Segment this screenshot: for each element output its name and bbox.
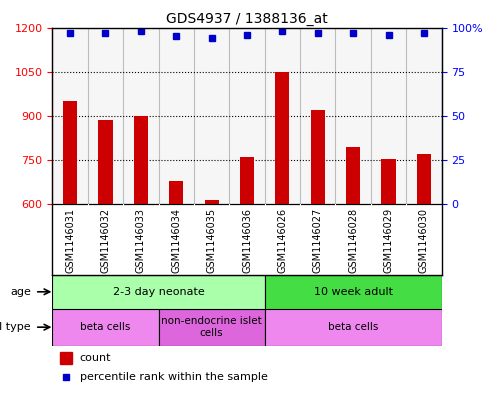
Text: count: count: [80, 353, 111, 363]
Bar: [417, 154, 431, 204]
Text: age: age: [10, 287, 31, 297]
Text: GSM1146029: GSM1146029: [384, 208, 394, 273]
Text: GSM1146027: GSM1146027: [313, 208, 323, 273]
Text: GSM1146036: GSM1146036: [242, 208, 252, 273]
Bar: [264, 28, 300, 204]
Bar: [264, 275, 442, 309]
Text: cell type: cell type: [0, 322, 31, 332]
Bar: [134, 116, 148, 204]
Bar: [264, 309, 442, 346]
Bar: [205, 200, 219, 204]
Bar: [230, 28, 264, 204]
Bar: [275, 72, 289, 204]
Bar: [52, 309, 159, 346]
Bar: [98, 120, 113, 204]
Text: 2-3 day neonate: 2-3 day neonate: [113, 287, 205, 297]
Text: beta cells: beta cells: [80, 322, 131, 332]
Text: GSM1146028: GSM1146028: [348, 208, 358, 273]
Bar: [194, 28, 230, 204]
Bar: [335, 28, 371, 204]
Bar: [381, 159, 396, 204]
Text: GSM1146034: GSM1146034: [171, 208, 181, 273]
Text: 10 week adult: 10 week adult: [314, 287, 393, 297]
Text: GSM1146032: GSM1146032: [100, 208, 110, 273]
Text: non-endocrine islet
cells: non-endocrine islet cells: [161, 316, 262, 338]
Bar: [60, 352, 72, 364]
Bar: [52, 275, 264, 309]
Bar: [63, 101, 77, 204]
Bar: [123, 28, 159, 204]
Bar: [406, 28, 442, 204]
Bar: [371, 28, 406, 204]
Text: GSM1146030: GSM1146030: [419, 208, 429, 273]
Text: GSM1146033: GSM1146033: [136, 208, 146, 273]
Bar: [169, 181, 183, 204]
Bar: [159, 28, 194, 204]
Text: percentile rank within the sample: percentile rank within the sample: [80, 372, 267, 382]
Bar: [240, 157, 254, 204]
Text: GSM1146035: GSM1146035: [207, 208, 217, 273]
Bar: [311, 110, 325, 204]
Bar: [88, 28, 123, 204]
Bar: [52, 28, 88, 204]
Bar: [346, 147, 360, 204]
Bar: [300, 28, 335, 204]
Text: GSM1146026: GSM1146026: [277, 208, 287, 273]
Text: GSM1146031: GSM1146031: [65, 208, 75, 273]
Bar: [159, 309, 264, 346]
Title: GDS4937 / 1388136_at: GDS4937 / 1388136_at: [166, 13, 328, 26]
Text: beta cells: beta cells: [328, 322, 378, 332]
